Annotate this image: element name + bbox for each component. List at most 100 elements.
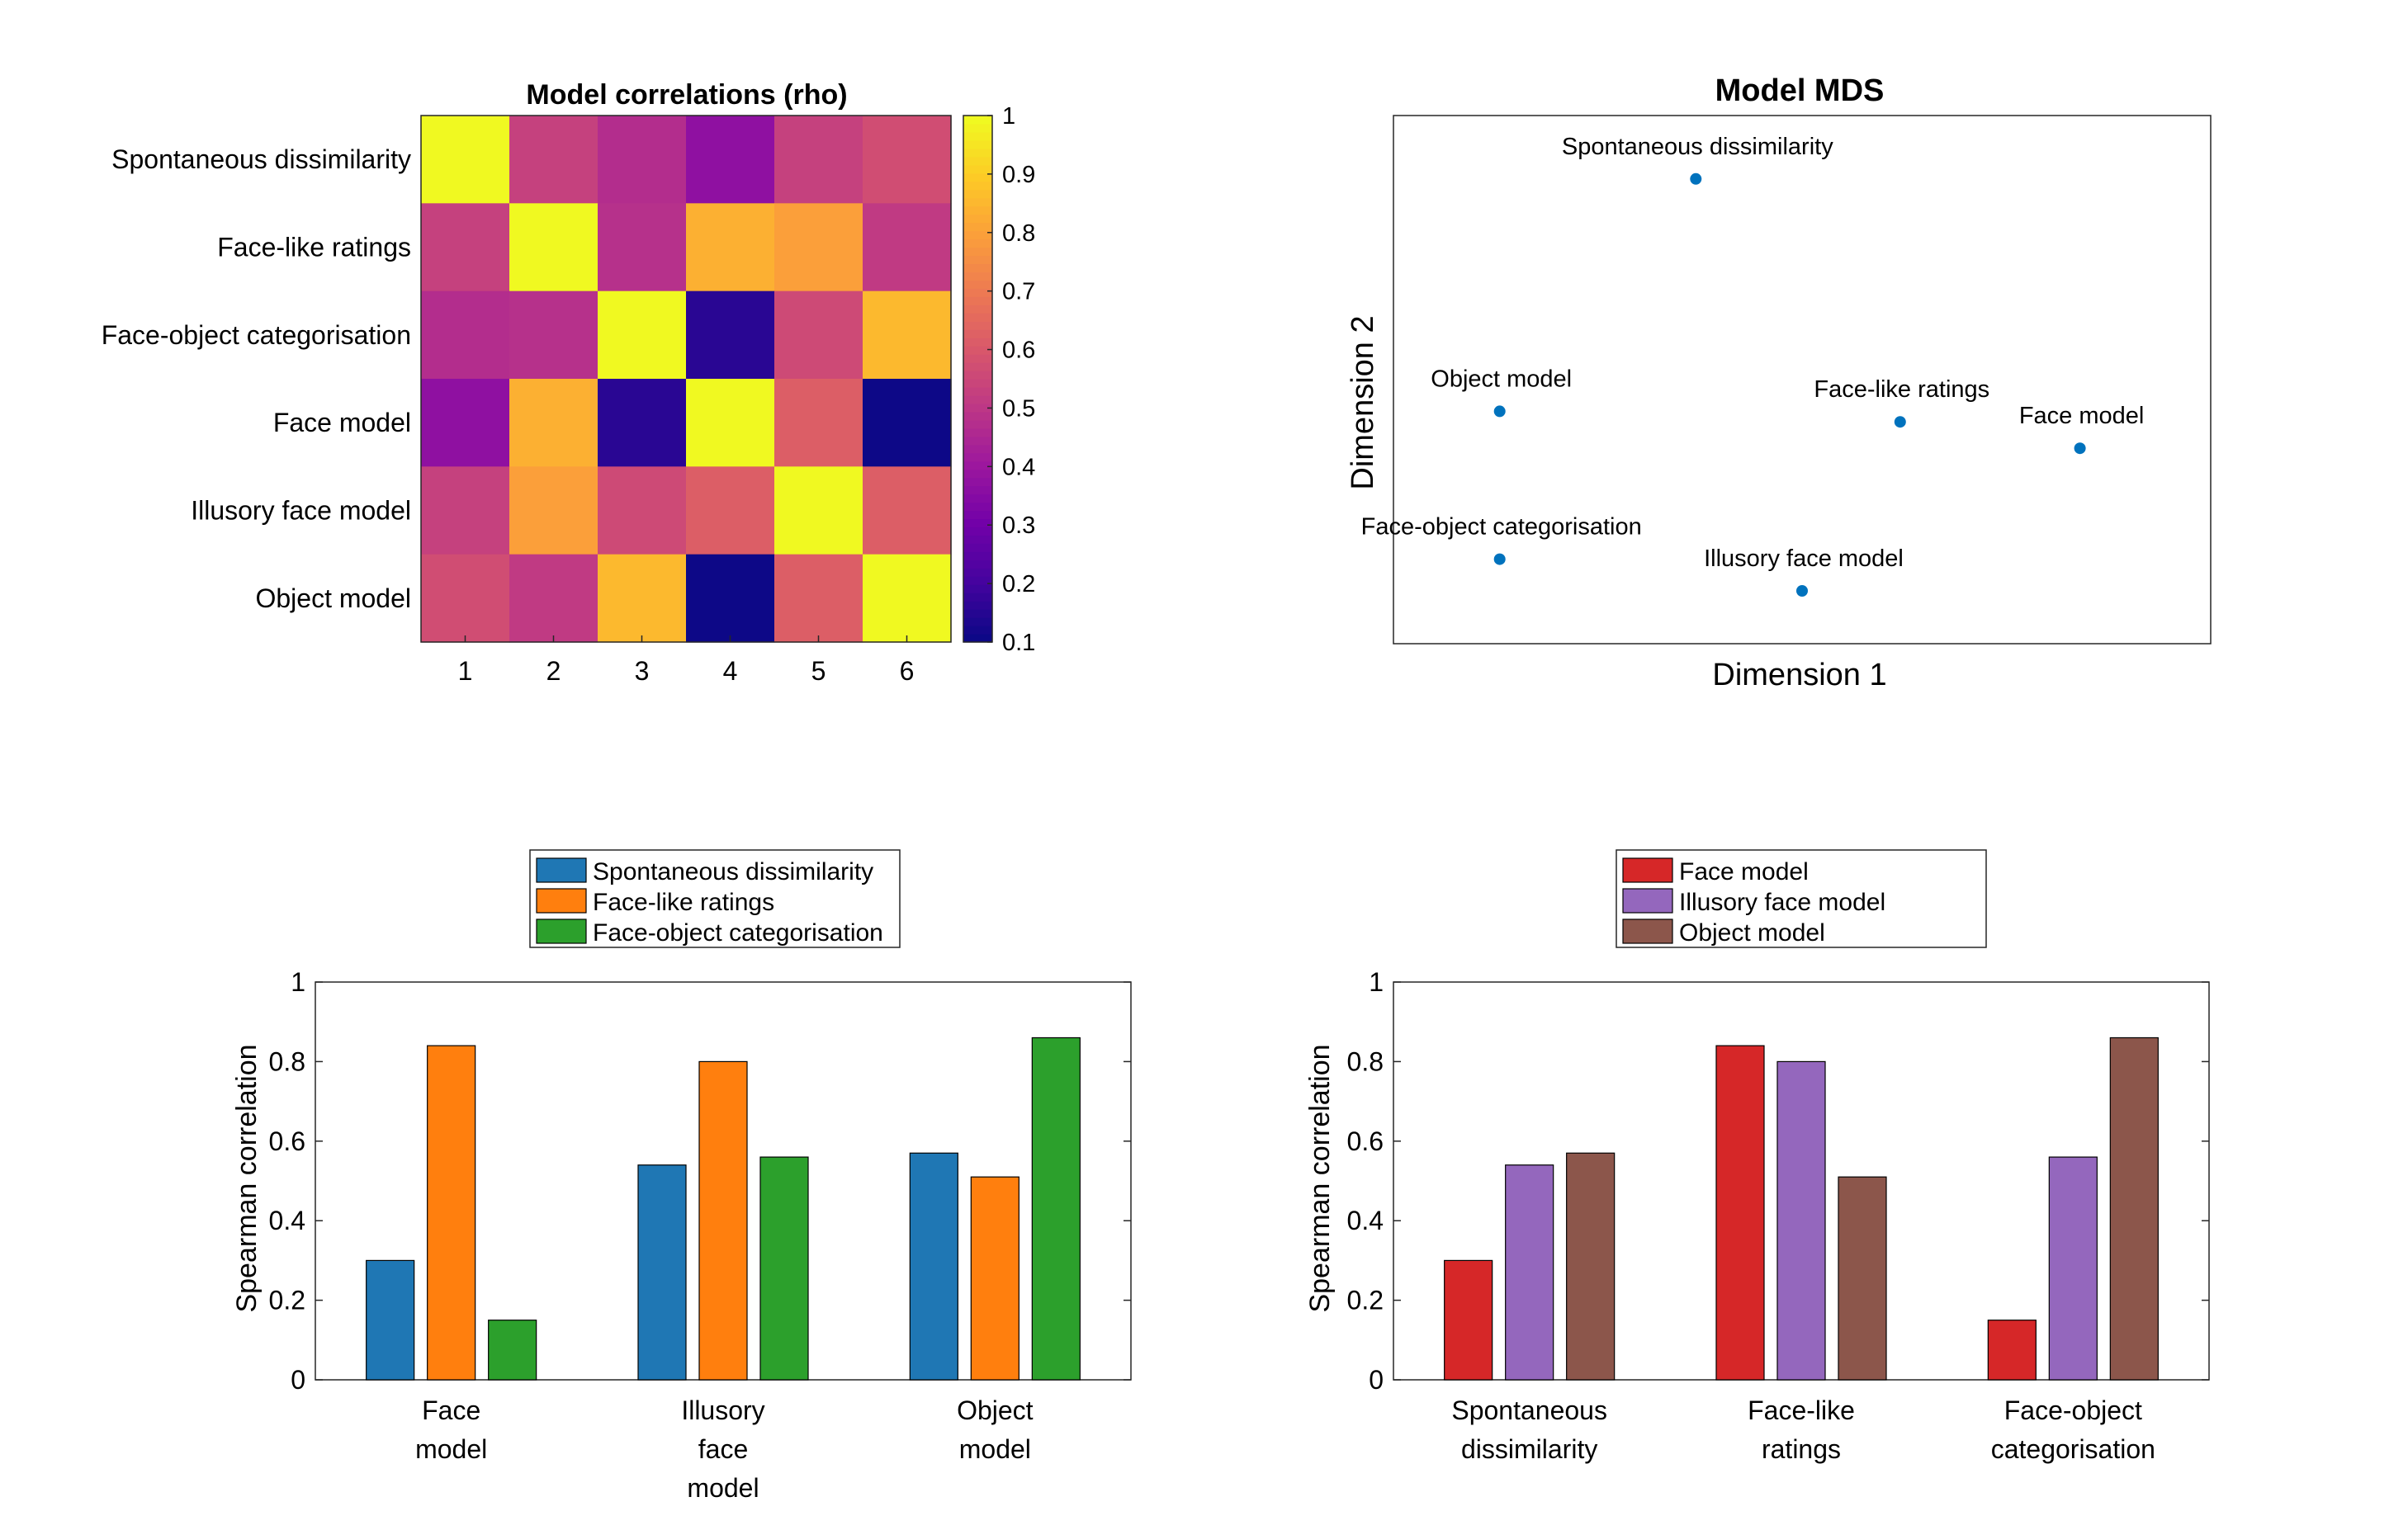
mds-point-label: Face model bbox=[2019, 403, 2145, 429]
colorbar-segment bbox=[963, 139, 992, 149]
colorbar-segment bbox=[963, 205, 992, 215]
colorbar-segment bbox=[963, 305, 992, 314]
heatmap-row-label: Illusory face model bbox=[191, 496, 411, 526]
colorbar-segment bbox=[963, 189, 992, 199]
mds-point bbox=[1796, 585, 1808, 597]
colorbar-tick-label: 1 bbox=[1002, 103, 1015, 130]
heatmap-col-label: 3 bbox=[635, 656, 650, 686]
colorbar-segment bbox=[963, 626, 992, 635]
bar1-bar bbox=[366, 1259, 415, 1381]
colorbar-segment bbox=[963, 123, 992, 133]
heatmap-col-label: 5 bbox=[811, 656, 826, 686]
colorbar-segment bbox=[963, 156, 992, 166]
heatmap-col-label: 6 bbox=[900, 656, 915, 686]
colorbar-segment bbox=[963, 296, 992, 305]
bar2-legend bbox=[1616, 849, 1987, 948]
mds-point bbox=[1894, 416, 1906, 428]
bar2-x-tick-label: Face-object bbox=[2004, 1395, 2142, 1425]
colorbar-segment bbox=[963, 560, 992, 569]
colorbar-tick-label: 0.4 bbox=[1002, 454, 1035, 480]
colorbar-segment bbox=[963, 371, 992, 380]
heatmap-title: Model correlations (rho) bbox=[526, 79, 847, 111]
heatmap-cell bbox=[598, 466, 687, 555]
bar1-legend-swatch bbox=[536, 888, 587, 914]
bar2-bar bbox=[1987, 1320, 2037, 1381]
colorbar-tick-label: 0.3 bbox=[1002, 512, 1035, 539]
colorbar-tick-label: 0.8 bbox=[1002, 220, 1035, 247]
bar2-bar bbox=[1776, 1060, 1826, 1381]
bar2-x-tick-label: ratings bbox=[1762, 1434, 1841, 1464]
bar1-bar bbox=[637, 1164, 687, 1381]
bar1-x-tick-label: face bbox=[698, 1434, 748, 1464]
bar2-bar bbox=[2109, 1037, 2159, 1381]
bar-chart-by-model: Spearman correlation 0 0.2 0.4 0.6 0.8 1 Face m… bbox=[231, 849, 1132, 1503]
bar2-bar bbox=[1505, 1164, 1554, 1381]
heatmap-cell bbox=[863, 379, 952, 467]
bar2-bar bbox=[1715, 1045, 1765, 1381]
bar2-bar bbox=[1838, 1176, 1887, 1381]
bar1-bar bbox=[909, 1152, 958, 1381]
heatmap-cell bbox=[598, 554, 687, 643]
bar1-bar bbox=[427, 1045, 476, 1381]
bar1-y-tick-label: 1 bbox=[291, 967, 305, 997]
mds-point bbox=[1493, 553, 1506, 565]
colorbar-tick-label: 0.2 bbox=[1002, 571, 1035, 597]
mds-point-label: Face-like ratings bbox=[1814, 376, 1989, 403]
heatmap-cell bbox=[774, 379, 863, 467]
mds-point-label: Object model bbox=[1431, 366, 1572, 392]
colorbar-tick-label: 0.5 bbox=[1002, 395, 1035, 422]
heatmap-row-label: Object model bbox=[255, 583, 411, 613]
heatmap-frame bbox=[420, 115, 952, 643]
bar1-y-tick-label: 0.6 bbox=[269, 1126, 305, 1156]
bar2-y-tick-label: 0 bbox=[1369, 1365, 1384, 1395]
bar2-x-tick-label: categorisation bbox=[1991, 1434, 2155, 1464]
bar2-legend-swatch bbox=[1622, 857, 1673, 883]
heatmap-row-label: Face-object categorisation bbox=[102, 320, 411, 350]
colorbar-segment bbox=[963, 460, 992, 470]
colorbar-segment bbox=[963, 436, 992, 446]
colorbar-segment bbox=[963, 280, 992, 289]
colorbar-segment bbox=[963, 263, 992, 273]
bar1-x-tick-label: model bbox=[959, 1434, 1031, 1464]
colorbar-frame bbox=[963, 115, 993, 643]
colorbar-segment bbox=[963, 172, 992, 182]
colorbar-segment bbox=[963, 386, 992, 396]
bar1-x-tick-label: Illusory bbox=[681, 1395, 764, 1425]
heatmap-cell bbox=[686, 203, 775, 292]
mds-plot-frame bbox=[1393, 115, 2212, 645]
heatmap-cell bbox=[686, 554, 775, 643]
colorbar-segment bbox=[963, 321, 992, 330]
heatmap-cell bbox=[863, 554, 952, 643]
colorbar-segment bbox=[963, 427, 992, 437]
colorbar-segment bbox=[963, 197, 992, 207]
colorbar-segment bbox=[963, 255, 992, 265]
mds-title: Model MDS bbox=[1715, 73, 1885, 108]
heatmap-cell bbox=[774, 554, 863, 643]
colorbar-segment bbox=[963, 593, 992, 602]
bar2-bar bbox=[2048, 1156, 2098, 1381]
heatmap-cell bbox=[509, 554, 598, 643]
colorbar-segment bbox=[963, 469, 992, 479]
colorbar-segment bbox=[963, 403, 992, 413]
colorbar-segment bbox=[963, 329, 992, 338]
bar1-y-tick-label: 0 bbox=[291, 1365, 305, 1395]
heatmap-cell bbox=[863, 466, 952, 555]
bar1-y-tick-label: 0.4 bbox=[269, 1206, 305, 1235]
bar2-legend-swatch bbox=[1622, 888, 1673, 914]
colorbar-segment bbox=[963, 634, 992, 643]
colorbar-segment bbox=[963, 238, 992, 248]
bar1-legend-label: Face-like ratings bbox=[593, 889, 774, 916]
bar1-bar bbox=[970, 1176, 1019, 1381]
bar1-legend-label: Spontaneous dissimilarity bbox=[593, 858, 873, 885]
mds-y-axis-label: Dimension 2 bbox=[1346, 315, 1380, 489]
heatmap-cell bbox=[774, 290, 863, 380]
heatmap-row-label: Spontaneous dissimilarity bbox=[111, 144, 411, 174]
colorbar-segment bbox=[963, 477, 992, 487]
bar1-legend-swatch bbox=[536, 918, 587, 944]
heatmap-cell bbox=[509, 290, 598, 380]
bar1-y-tick-label: 0.2 bbox=[269, 1286, 305, 1315]
colorbar-segment bbox=[963, 214, 992, 224]
colorbar-segment bbox=[963, 379, 992, 388]
heatmap-cell bbox=[686, 379, 775, 467]
heatmap-cell bbox=[774, 116, 863, 204]
